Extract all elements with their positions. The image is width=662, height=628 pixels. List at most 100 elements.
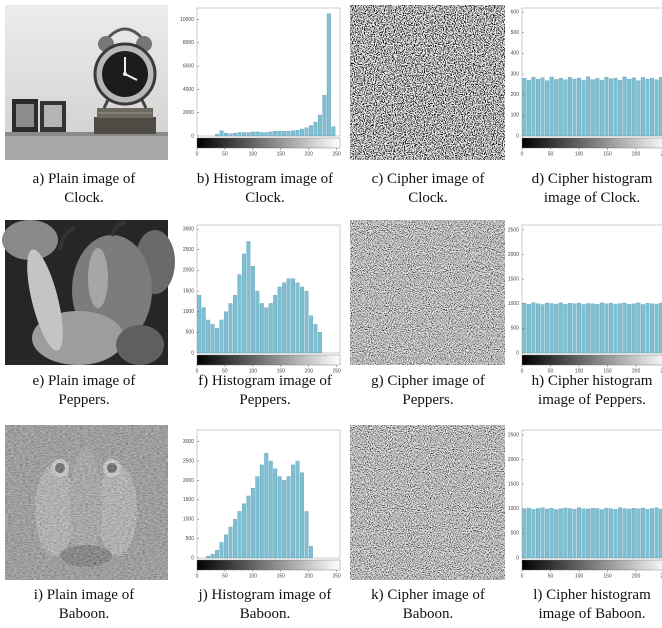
bar xyxy=(219,130,224,137)
x-tick-label: 100 xyxy=(249,573,258,579)
bar xyxy=(233,519,237,559)
bar xyxy=(228,526,233,559)
bar xyxy=(613,509,618,559)
bar xyxy=(590,508,595,559)
bar xyxy=(554,509,559,559)
bar xyxy=(264,307,269,354)
bar xyxy=(549,303,554,354)
bar xyxy=(590,303,595,354)
x-tick-label: 150 xyxy=(603,368,612,374)
bar xyxy=(224,534,228,559)
y-tick-label: 4000 xyxy=(183,87,194,93)
histogram: 0 2000 4000 6000 8000 10000 0 50 100 150 200 250 xyxy=(180,7,341,157)
bar xyxy=(219,319,224,354)
x-tick-label: 0 xyxy=(196,368,199,374)
y-tick-label: 8000 xyxy=(183,40,194,46)
x-tick-label: 200 xyxy=(305,151,314,157)
x-tick-label: 150 xyxy=(277,368,286,374)
bar xyxy=(250,266,255,354)
bar xyxy=(650,508,655,559)
bar xyxy=(268,131,273,137)
bar xyxy=(273,295,278,354)
bar xyxy=(604,507,609,559)
bar xyxy=(241,503,246,559)
bar xyxy=(608,303,613,354)
y-tick-label: 0 xyxy=(516,350,519,356)
bar xyxy=(317,332,322,354)
histogram: 0 500 1000 1500 2000 2500 0 50 100 150 200 250 xyxy=(508,429,662,579)
bar xyxy=(622,76,627,137)
y-tick-label: 0 xyxy=(191,133,194,139)
bar xyxy=(291,130,296,137)
bar xyxy=(224,132,228,137)
bar xyxy=(326,13,331,137)
cipher-image-baboon xyxy=(350,425,505,580)
x-tick-label: 200 xyxy=(305,573,314,579)
x-tick-label: 250 xyxy=(332,573,341,579)
bar xyxy=(545,302,550,354)
bar xyxy=(241,132,246,137)
histogram: 0 500 1000 1500 2000 2500 3000 0 50 100 150 200 250 xyxy=(183,224,341,374)
x-tick-label: 150 xyxy=(603,573,612,579)
bar xyxy=(659,508,662,559)
bar xyxy=(622,302,627,354)
bar xyxy=(255,476,260,559)
y-tick-label: 200 xyxy=(511,92,520,98)
bar xyxy=(259,303,264,354)
y-tick-label: 1500 xyxy=(508,276,519,282)
bar xyxy=(563,79,568,137)
bar xyxy=(224,311,228,354)
bar xyxy=(540,304,545,354)
x-tick-label: 50 xyxy=(222,573,228,579)
bar xyxy=(250,488,255,559)
x-tick-label: 100 xyxy=(575,368,584,374)
bar xyxy=(206,319,211,354)
caption: Peppers. xyxy=(239,392,290,408)
caption: j) Histogram image of xyxy=(198,587,332,603)
caption: h) Cipher histogram xyxy=(532,373,653,389)
caption: c) Cipher image of xyxy=(372,171,485,187)
bar xyxy=(237,511,242,559)
caption: g) Cipher image of xyxy=(371,373,485,389)
caption: Peppers. xyxy=(402,392,453,408)
x-tick-label: 0 xyxy=(521,151,524,157)
y-tick-label: 1000 xyxy=(508,506,519,512)
caption: Peppers. xyxy=(58,392,109,408)
bar xyxy=(659,302,662,354)
y-tick-label: 0 xyxy=(516,133,519,139)
bar xyxy=(304,511,309,559)
bar xyxy=(300,128,304,137)
bar xyxy=(273,468,278,559)
colorbar xyxy=(521,354,662,366)
caption: Clock. xyxy=(408,190,448,206)
plain-image-baboon xyxy=(5,425,168,580)
x-tick-label: 150 xyxy=(277,573,286,579)
bar xyxy=(313,323,318,354)
bar xyxy=(558,302,563,354)
bar xyxy=(627,508,632,559)
plain-image-peppers xyxy=(2,220,175,365)
caption: Baboon. xyxy=(59,606,109,622)
x-tick-label: 150 xyxy=(277,151,286,157)
bar xyxy=(618,303,623,354)
bar xyxy=(608,78,613,137)
bar xyxy=(586,508,591,559)
bar xyxy=(282,131,287,137)
bar xyxy=(246,241,251,354)
bar xyxy=(599,79,604,137)
caption: Clock. xyxy=(245,190,285,206)
bar xyxy=(659,77,662,137)
bar xyxy=(631,303,636,354)
bar xyxy=(531,509,536,559)
bar xyxy=(522,78,527,137)
colorbar xyxy=(521,137,662,149)
x-tick-label: 250 xyxy=(332,151,341,157)
bar xyxy=(572,303,577,354)
caption: e) Plain image of xyxy=(33,373,136,389)
histogram: 0 500 1000 1500 2000 2500 3000 0 50 100 150 200 250 xyxy=(183,429,341,579)
x-tick-label: 100 xyxy=(249,151,258,157)
bar xyxy=(572,78,577,137)
bar xyxy=(201,307,206,354)
caption: f) Histogram image of xyxy=(198,373,332,389)
y-tick-label: 3000 xyxy=(183,439,194,445)
